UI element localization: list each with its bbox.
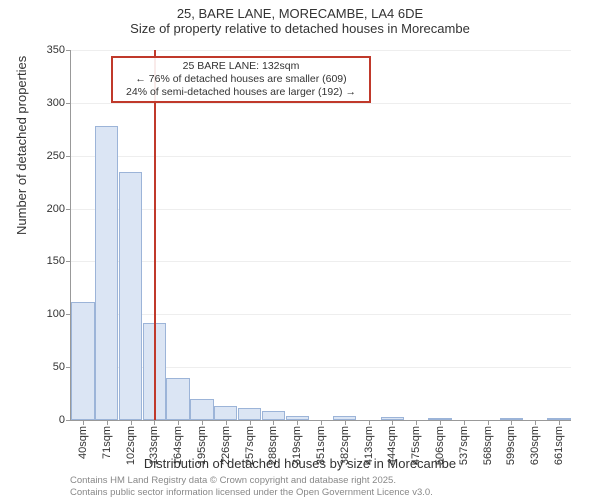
ytick-label: 200 [25, 203, 65, 215]
histogram-bar [238, 408, 261, 420]
ytick-label: 150 [25, 255, 65, 267]
xtick-mark [83, 420, 84, 425]
xtick-mark [321, 420, 322, 425]
xtick-label: 40sqm [77, 426, 89, 459]
chart-title-block: 25, BARE LANE, MORECAMBE, LA4 6DE Size o… [0, 0, 600, 36]
histogram-bar [190, 399, 213, 420]
title-line-1: 25, BARE LANE, MORECAMBE, LA4 6DE [0, 6, 600, 21]
xtick-mark [107, 420, 108, 425]
xtick-mark [559, 420, 560, 425]
ytick-label: 0 [25, 414, 65, 426]
xtick-mark [369, 420, 370, 425]
title-line-2: Size of property relative to detached ho… [0, 21, 600, 36]
histogram-bar [166, 378, 189, 420]
ytick-mark [66, 103, 71, 104]
xtick-mark [250, 420, 251, 425]
histogram-bar [119, 172, 142, 420]
xtick-mark [202, 420, 203, 425]
ytick-mark [66, 261, 71, 262]
xtick-mark [131, 420, 132, 425]
annotation-line: 24% of semi-detached houses are larger (… [119, 86, 363, 99]
annotation-box: 25 BARE LANE: 132sqm← 76% of detached ho… [111, 56, 371, 103]
xtick-mark [535, 420, 536, 425]
ytick-label: 50 [25, 361, 65, 373]
xtick-mark [297, 420, 298, 425]
xtick-mark [440, 420, 441, 425]
ytick-label: 100 [25, 308, 65, 320]
xtick-mark [178, 420, 179, 425]
xtick-mark [154, 420, 155, 425]
gridline [71, 156, 571, 157]
ytick-label: 350 [25, 44, 65, 56]
annotation-line: ← 76% of detached houses are smaller (60… [119, 73, 363, 86]
ytick-mark [66, 209, 71, 210]
xtick-mark [511, 420, 512, 425]
gridline [71, 50, 571, 51]
footer-attribution: Contains HM Land Registry data © Crown c… [70, 475, 433, 498]
ytick-mark [66, 50, 71, 51]
histogram-bar [262, 411, 285, 421]
histogram-bar [214, 406, 237, 420]
plot-region: 05010015020025030035040sqm71sqm102sqm133… [70, 50, 571, 421]
chart-area: 05010015020025030035040sqm71sqm102sqm133… [70, 50, 570, 420]
histogram-bar [95, 126, 118, 420]
footer-line-2: Contains public sector information licen… [70, 487, 433, 498]
x-axis-label: Distribution of detached houses by size … [0, 456, 600, 471]
footer-line-1: Contains HM Land Registry data © Crown c… [70, 475, 433, 486]
xtick-mark [416, 420, 417, 425]
xtick-label: 71sqm [101, 426, 113, 459]
xtick-mark [345, 420, 346, 425]
ytick-label: 300 [25, 97, 65, 109]
xtick-mark [464, 420, 465, 425]
histogram-bar [71, 302, 94, 420]
ytick-mark [66, 156, 71, 157]
xtick-mark [392, 420, 393, 425]
annotation-line: 25 BARE LANE: 132sqm [119, 60, 363, 73]
ytick-label: 250 [25, 150, 65, 162]
xtick-mark [273, 420, 274, 425]
xtick-mark [488, 420, 489, 425]
gridline [71, 209, 571, 210]
xtick-mark [226, 420, 227, 425]
ytick-mark [66, 420, 71, 421]
property-marker-line [154, 50, 156, 420]
gridline [71, 314, 571, 315]
gridline [71, 261, 571, 262]
